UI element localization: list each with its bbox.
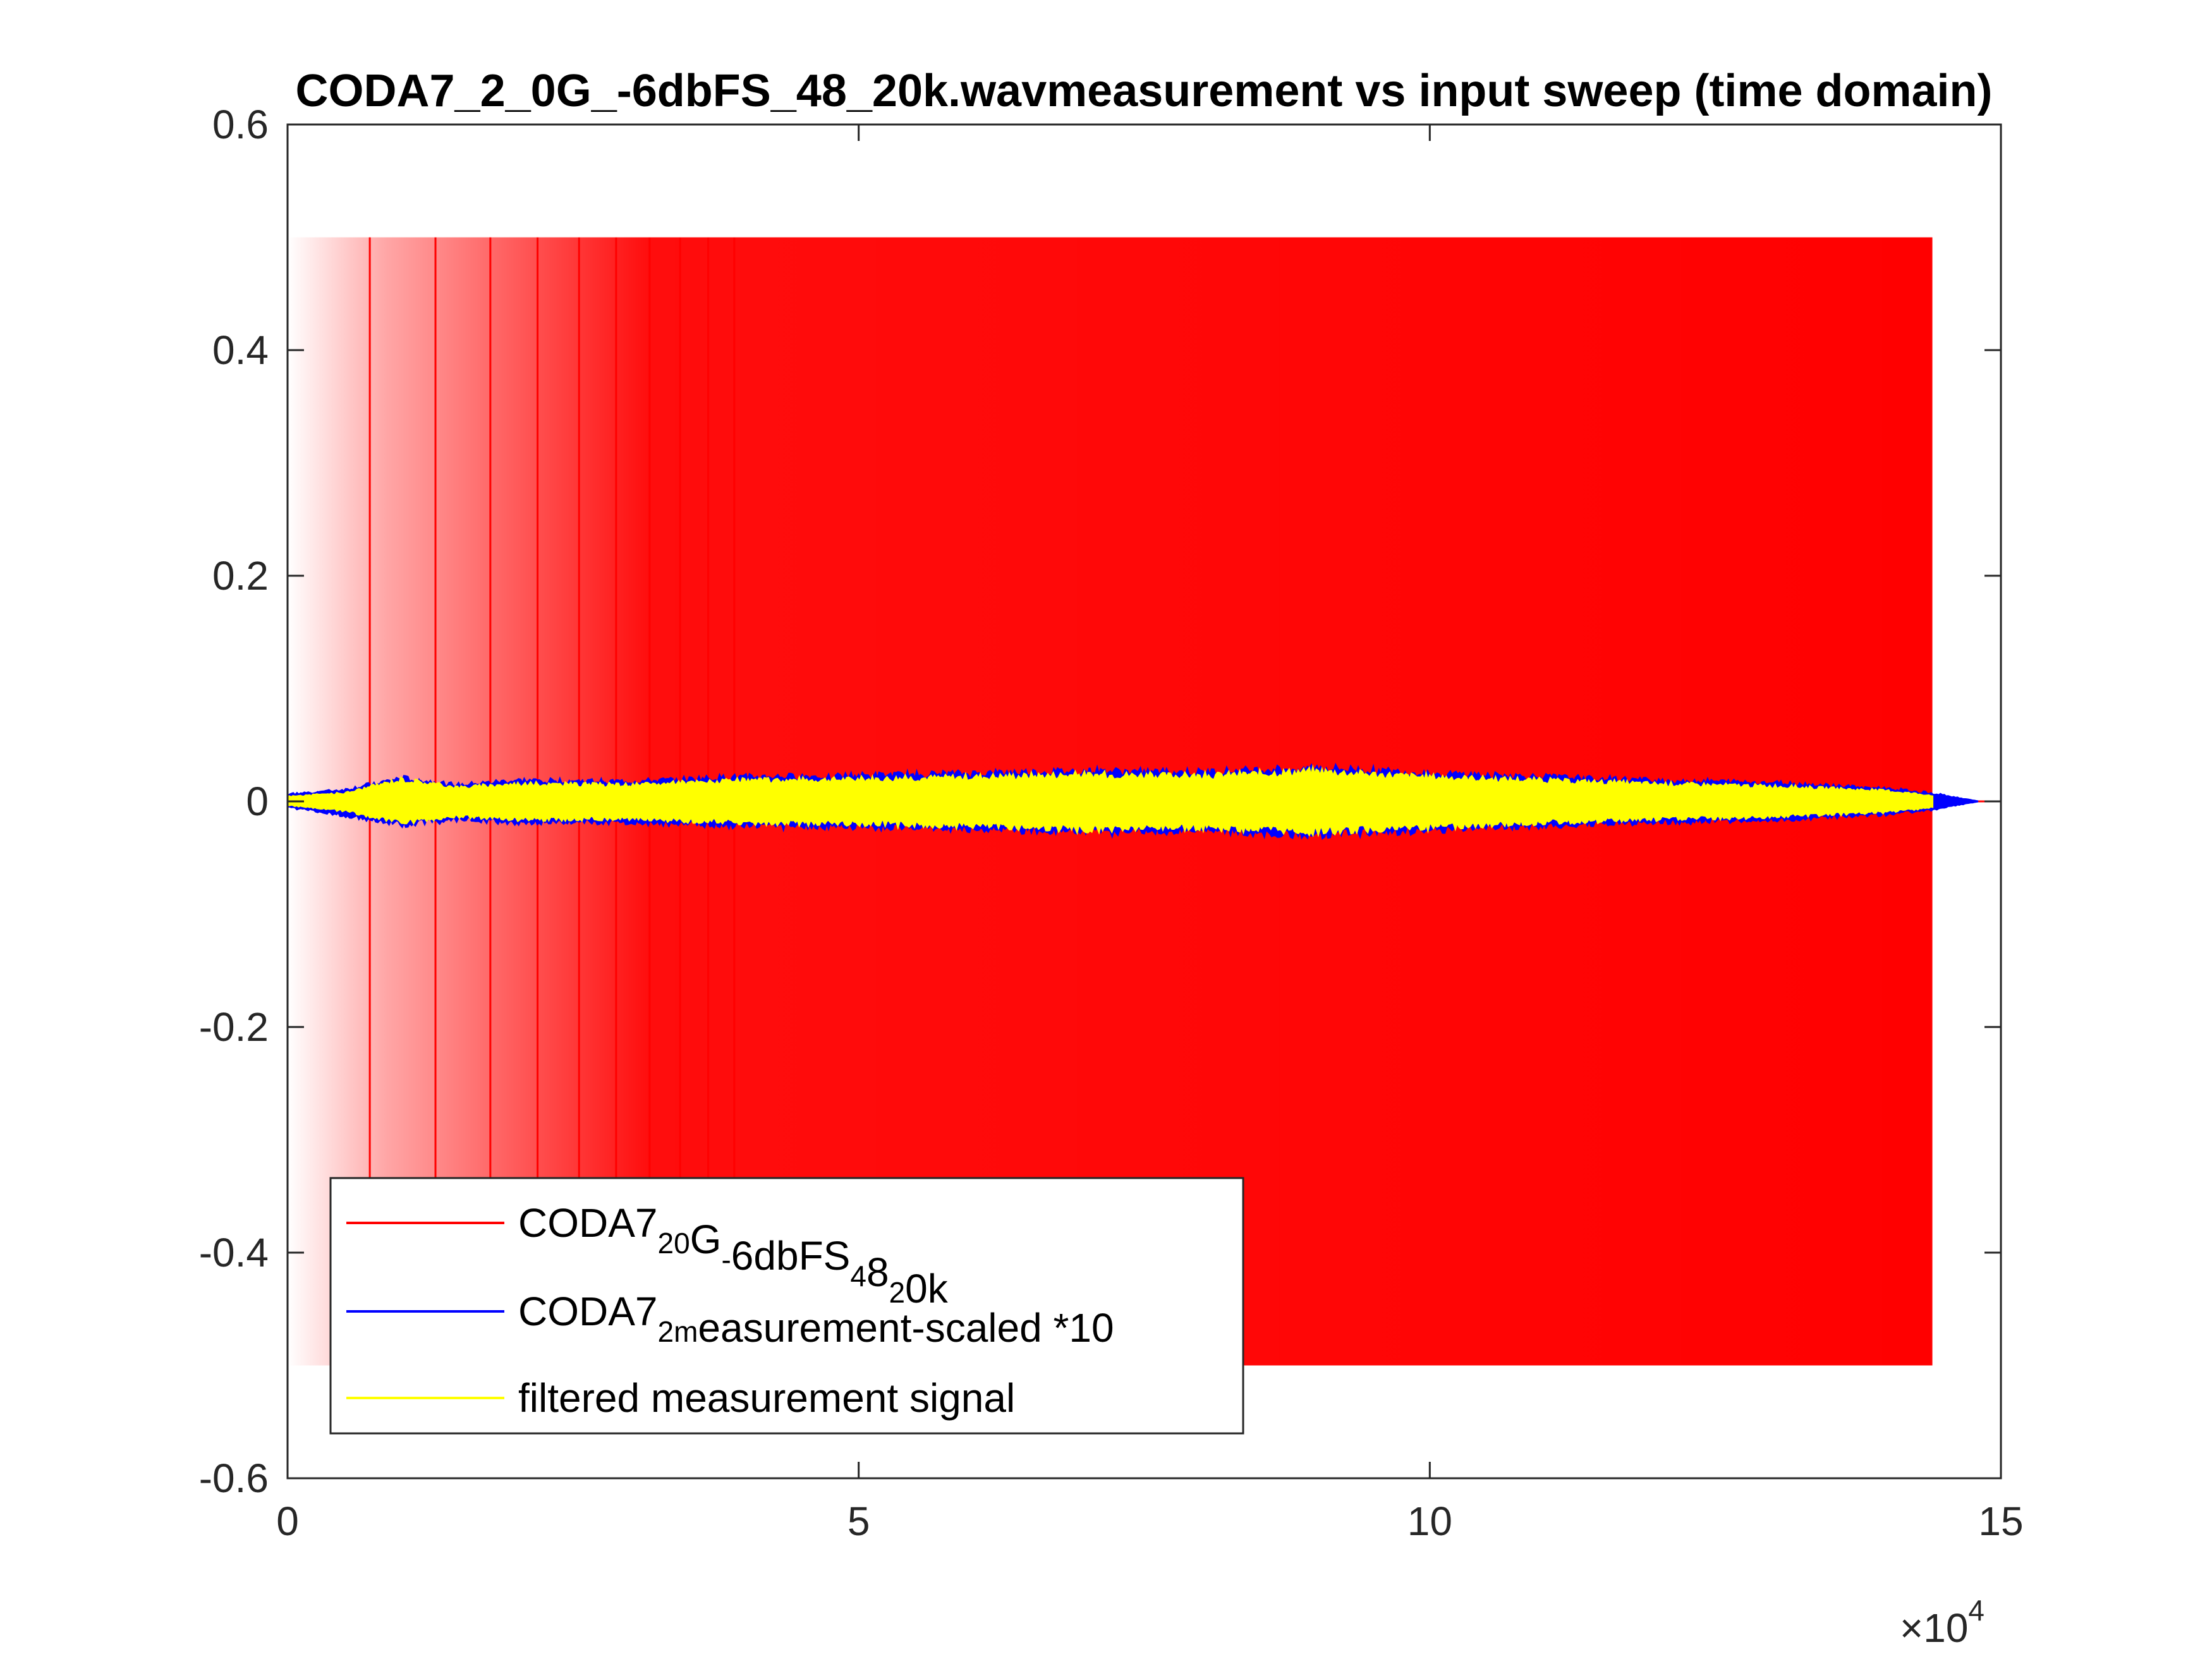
legend-label-part: 4: [850, 1260, 866, 1292]
x-tick-label: 0: [276, 1498, 299, 1544]
envelope-wiggle: [287, 781, 632, 824]
legend-label-part: 2m: [658, 1315, 698, 1348]
legend-label: filtered measurement signal: [518, 1375, 1015, 1421]
legend-label-part: 0k: [905, 1266, 949, 1311]
legend-label-part: -: [721, 1243, 731, 1276]
envelope-area: [286, 764, 1934, 837]
legend-box: [329, 1177, 1244, 1435]
y-tick-label: -0.2: [199, 1004, 269, 1050]
y-tick-label: 0.4: [212, 327, 269, 373]
y-tick-label: 0: [246, 779, 269, 824]
legend-label-part: CODA7: [518, 1289, 658, 1334]
y-tick-label: -0.6: [199, 1455, 269, 1501]
legend-label-part: 20: [658, 1227, 690, 1260]
x-exponent-label: ×104: [1900, 1594, 1984, 1651]
legend-label-part: 2: [889, 1276, 906, 1309]
ticks-layer: 0 5 10 15 0.6 0.4 0.2 0 -0.2 -0.4 -0.6: [199, 102, 2024, 1544]
legend-label-part: 8: [866, 1249, 889, 1295]
y-tick-label: 0.2: [212, 553, 269, 599]
series-2: [286, 764, 1934, 837]
x-tick-label: 5: [848, 1498, 870, 1544]
legend-label-part: filtered measurement signal: [518, 1375, 1015, 1421]
legend-label-part: CODA7: [518, 1200, 658, 1246]
x-tick-label: 10: [1407, 1498, 1452, 1544]
legend-label-part: 6dbFS: [731, 1233, 851, 1279]
legend-label: CODA72measurement-scaled *10: [518, 1289, 1114, 1351]
legend-label-part: easurement-scaled *10: [698, 1305, 1114, 1351]
chart-title: CODA7_2_0G_-6dbFS_48_20k.wavmeasurement …: [296, 66, 1993, 116]
legend-label: CODA720G-6dbFS4820k: [518, 1200, 949, 1311]
x-tick-label: 15: [1978, 1498, 2023, 1544]
y-tick-label: 0.6: [212, 102, 269, 147]
legend: CODA720G-6dbFS4820kCODA72measurement-sca…: [329, 1177, 1244, 1435]
x-exponent-power: 4: [1968, 1594, 1984, 1627]
x-exponent-base: ×10: [1900, 1605, 1969, 1651]
legend-label-part: G: [690, 1217, 722, 1262]
y-tick-label: -0.4: [199, 1230, 269, 1275]
